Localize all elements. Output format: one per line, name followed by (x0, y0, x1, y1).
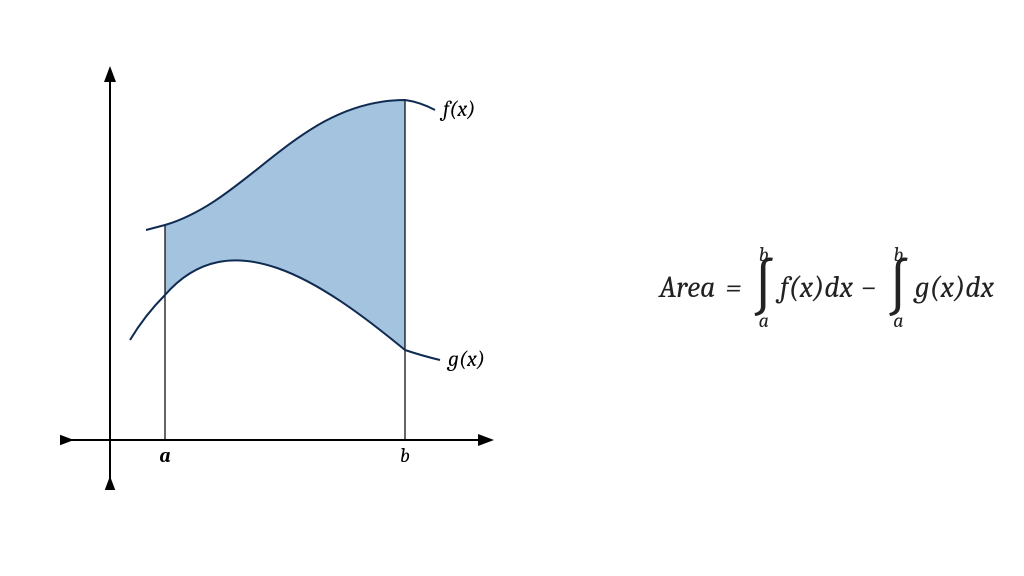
area-formula: Area = b ∫ a f(x)dx − b ∫ a g(x)dx (659, 0, 994, 576)
g-label: g(x) (446, 346, 485, 372)
area-between-curves-chart: f(x) g(x) a b (60, 60, 500, 494)
formula-g-term: g(x)dx (915, 270, 994, 305)
formula-equals: = (725, 270, 741, 305)
formula-lhs: Area (659, 270, 715, 305)
integral-symbol-1: ∫ (751, 265, 776, 311)
f-label: f(x) (439, 96, 475, 122)
b-tick-label: b (400, 444, 410, 467)
integral-1-lower: a (759, 311, 769, 331)
integral-2: b ∫ a (886, 245, 911, 331)
integral-symbol-2: ∫ (886, 265, 911, 311)
integral-2-lower: a (893, 311, 903, 331)
formula-f-term: f(x)dx (780, 270, 853, 305)
formula-minus: − (861, 270, 876, 305)
integral-1: b ∫ a (751, 245, 776, 331)
a-tick-label: a (159, 444, 170, 467)
shaded-region (165, 100, 405, 350)
